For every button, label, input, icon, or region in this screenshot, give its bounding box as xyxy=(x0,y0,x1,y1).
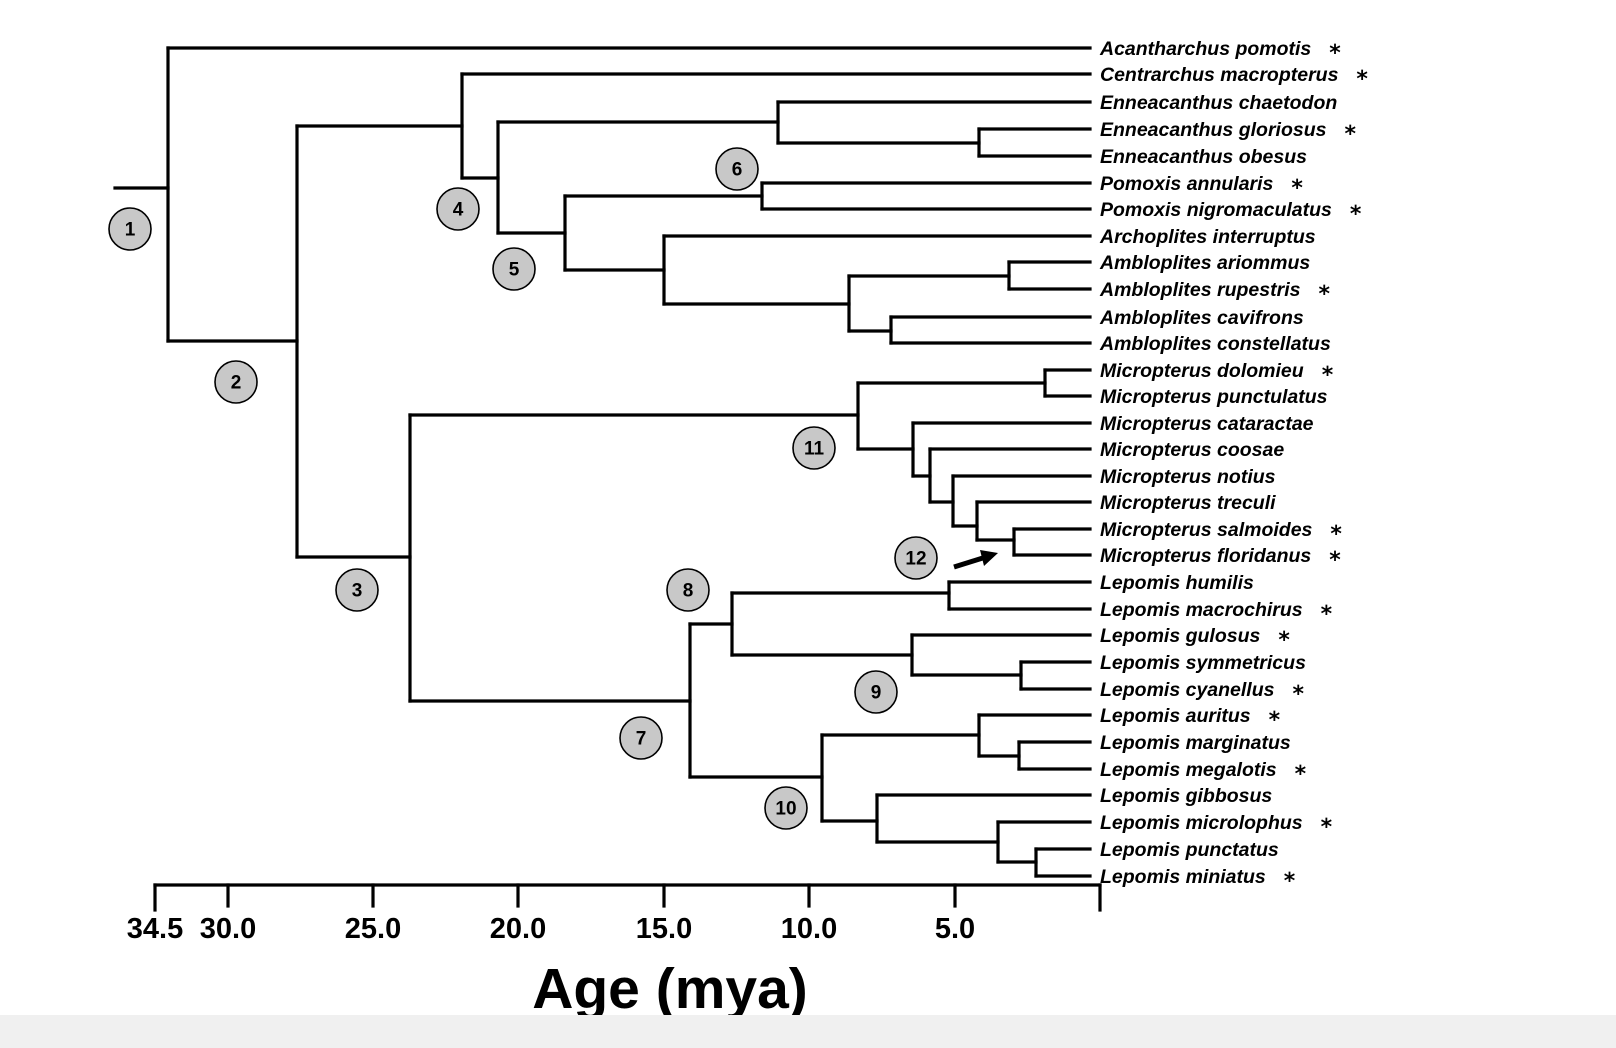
taxon-label: Acantharchus pomotis xyxy=(1099,38,1311,60)
tick-label-5: 5.0 xyxy=(935,913,975,945)
tick-label-30: 30.0 xyxy=(200,913,256,945)
node-marker-circle xyxy=(492,247,536,291)
taxon-label: Micropterus treculi xyxy=(1100,492,1276,514)
node-marker-label: 4 xyxy=(453,200,464,221)
taxon-label: Lepomis marginatus xyxy=(1100,732,1291,754)
node-marker-4: 4 xyxy=(436,187,480,231)
node-marker-10: 10 xyxy=(764,786,808,830)
node-marker-label: 12 xyxy=(905,549,926,570)
asterisk-marker: * xyxy=(1295,762,1307,787)
asterisk-marker: * xyxy=(1269,708,1281,733)
taxon-label: Enneacanthus gloriosus xyxy=(1100,119,1327,141)
node-marker-label: 10 xyxy=(775,799,796,820)
tree-branches xyxy=(113,46,1092,878)
taxon-label: Lepomis macrochirus xyxy=(1100,599,1303,621)
node-marker-3: 3 xyxy=(335,568,379,612)
taxon-label: Lepomis humilis xyxy=(1100,572,1254,594)
asterisk-marker: * xyxy=(1322,363,1334,388)
taxon-labels: Acantharchus pomotis *Centrarchus macropt… xyxy=(1099,38,1368,894)
asterisk-marker: * xyxy=(1350,202,1362,227)
node-marker-12: 12 xyxy=(894,536,938,580)
taxon-label: Lepomis symmetricus xyxy=(1100,652,1306,674)
taxon-label: Micropterus coosae xyxy=(1100,439,1284,461)
taxon-label: Lepomis microlophus xyxy=(1100,812,1303,834)
taxon-label: Ambloplites ariommus xyxy=(1099,252,1310,274)
caption-strip xyxy=(0,1015,1616,1048)
taxon-label: Lepomis miniatus xyxy=(1100,866,1266,888)
node-marker-6: 6 xyxy=(715,147,759,191)
node-marker-label: 2 xyxy=(231,373,242,394)
taxon-label: Micropterus salmoides xyxy=(1100,519,1313,541)
node-marker-11: 11 xyxy=(792,426,836,470)
tick-label-25: 25.0 xyxy=(345,913,401,945)
taxon-label: Micropterus cataractae xyxy=(1100,413,1314,435)
asterisk-marker: * xyxy=(1318,282,1330,307)
node-marker-circle xyxy=(764,786,808,830)
node-marker-circle xyxy=(666,568,710,612)
asterisk-marker: * xyxy=(1356,67,1368,92)
node-marker-label: 9 xyxy=(871,683,882,704)
taxon-label: Enneacanthus obesus xyxy=(1100,146,1307,168)
node-marker-9: 9 xyxy=(854,670,898,714)
asterisk-marker: * xyxy=(1321,602,1333,627)
node-marker-label: 5 xyxy=(509,260,520,281)
taxon-label: Micropterus dolomieu xyxy=(1100,360,1304,382)
taxon-label: Pomoxis annularis xyxy=(1100,173,1274,195)
node-marker-label: 6 xyxy=(732,160,743,181)
node-marker-circle xyxy=(214,360,258,404)
node-marker-circle xyxy=(436,187,480,231)
asterisk-marker: * xyxy=(1344,122,1356,147)
asterisk-marker: * xyxy=(1291,176,1303,201)
tick-label-15: 15.0 xyxy=(636,913,692,945)
taxon-label: Lepomis punctatus xyxy=(1100,839,1279,861)
asterisk-marker: * xyxy=(1284,869,1296,894)
node-marker-circle xyxy=(619,716,663,760)
node-marker-label: 1 xyxy=(125,220,136,241)
asterisk-marker: * xyxy=(1278,628,1290,653)
taxon-label: Ambloplites cavifrons xyxy=(1099,307,1304,329)
node-marker-8: 8 xyxy=(666,568,710,612)
node-marker-1: 1 xyxy=(108,207,152,251)
asterisk-marker: * xyxy=(1330,522,1342,547)
taxon-label: Ambloplites constellatus xyxy=(1099,333,1331,355)
taxon-label: Lepomis auritus xyxy=(1100,705,1251,727)
taxon-label: Centrarchus macropterus xyxy=(1100,64,1339,86)
taxon-label: Ambloplites rupestris xyxy=(1099,279,1301,301)
node-marker-circle xyxy=(792,426,836,470)
node-marker-5: 5 xyxy=(492,247,536,291)
node-marker-2: 2 xyxy=(214,360,258,404)
axis-title: Age (mya) xyxy=(532,957,808,1021)
taxon-label: Micropterus notius xyxy=(1100,466,1276,488)
tick-label-34-5: 34.5 xyxy=(127,913,183,945)
node-marker-circle xyxy=(854,670,898,714)
time-axis: 34.5 30.0 25.0 20.0 15.0 10.0 5.0 Age (m… xyxy=(127,883,1102,1021)
taxon-label: Pomoxis nigromaculatus xyxy=(1100,199,1332,221)
node-marker-circle xyxy=(894,536,938,580)
taxon-label: Micropterus floridanus xyxy=(1100,545,1311,567)
node-marker-label: 3 xyxy=(352,581,363,602)
node-marker-label: 8 xyxy=(683,581,694,602)
node-marker-label: 7 xyxy=(636,729,647,750)
node-12-arrow xyxy=(953,550,998,570)
asterisk-marker: * xyxy=(1292,682,1304,707)
asterisk-marker: * xyxy=(1329,548,1341,573)
node-marker-circle xyxy=(715,147,759,191)
taxon-label: Lepomis megalotis xyxy=(1100,759,1277,781)
tick-label-20: 20.0 xyxy=(490,913,546,945)
taxon-label: Micropterus punctulatus xyxy=(1100,386,1328,408)
taxon-label: Lepomis cyanellus xyxy=(1100,679,1275,701)
taxon-label: Lepomis gulosus xyxy=(1100,625,1261,647)
taxon-label: Enneacanthus chaetodon xyxy=(1100,92,1337,114)
node-marker-circle xyxy=(335,568,379,612)
node-marker-label: 11 xyxy=(804,439,825,460)
node-marker-circle xyxy=(108,207,152,251)
taxon-label: Archoplites interruptus xyxy=(1099,226,1316,248)
taxon-label: Lepomis gibbosus xyxy=(1100,785,1272,807)
tick-label-10: 10.0 xyxy=(781,913,837,945)
asterisk-marker: * xyxy=(1321,815,1333,840)
node-marker-7: 7 xyxy=(619,716,663,760)
asterisk-marker: * xyxy=(1329,41,1341,66)
